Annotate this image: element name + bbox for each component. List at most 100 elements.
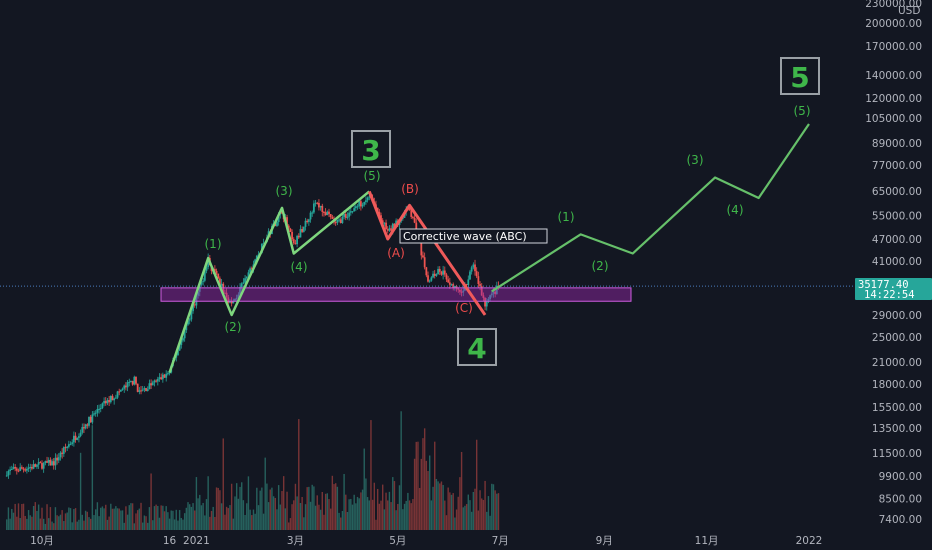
volume-bar	[125, 506, 127, 530]
volume-bar	[368, 500, 370, 530]
volume-bar	[17, 503, 20, 530]
volume-bar	[138, 508, 141, 530]
volume-bar	[157, 505, 159, 530]
candle-body	[329, 213, 332, 218]
volume-bar	[37, 504, 40, 530]
volume-bar	[155, 504, 157, 530]
volume-bar	[229, 505, 231, 530]
price-tick-label: 65000.00	[872, 186, 922, 198]
candle-body	[67, 444, 70, 447]
wave-label-green: (3)	[687, 153, 704, 167]
price-tick-label: 89000.00	[872, 138, 922, 150]
candle-body	[133, 376, 136, 385]
volume-bar	[346, 511, 349, 530]
price-axis[interactable]: USD 230000.00 200000.00 170000.00 140000.00…	[865, 0, 922, 526]
support-zone[interactable]	[160, 287, 632, 302]
volume-bar	[306, 487, 308, 530]
candle-body	[338, 219, 340, 221]
volume-bar	[489, 515, 491, 530]
candle-body	[203, 270, 206, 281]
volume-bar	[204, 515, 206, 530]
volume-bar	[56, 515, 58, 530]
candle-body	[438, 268, 441, 272]
volume-bar	[254, 513, 256, 530]
candle-body	[469, 271, 471, 280]
volume-bar	[225, 506, 228, 530]
candle-body	[193, 304, 196, 306]
volume-bar	[14, 503, 16, 530]
volume-bar	[188, 504, 191, 530]
volume-bar	[299, 503, 302, 530]
candle-body	[240, 283, 243, 288]
candle-body	[474, 264, 476, 272]
volume-bar	[301, 496, 303, 530]
candle-body	[224, 292, 226, 294]
wave-number-box	[457, 328, 497, 366]
candle-body	[103, 401, 105, 404]
volume-bar	[187, 502, 189, 530]
candle-body	[156, 378, 159, 382]
candle-body	[29, 467, 32, 469]
volume-bar	[288, 522, 290, 530]
time-tick-label: 7月	[492, 535, 509, 547]
candle-body	[314, 202, 317, 204]
candle-body	[448, 282, 451, 285]
volume-bar	[172, 510, 174, 530]
candle-body	[309, 212, 312, 220]
candle-body	[455, 286, 458, 289]
candle-body	[296, 235, 299, 245]
candle-body	[302, 226, 305, 232]
volume-bar	[432, 486, 434, 530]
volume-bar	[111, 508, 114, 530]
volume-bar	[319, 509, 322, 530]
volume-bar	[81, 514, 83, 530]
candle-body	[205, 267, 208, 271]
candle-body	[207, 258, 210, 268]
candle-body	[477, 276, 480, 285]
volume-bar	[59, 514, 62, 530]
volume-bar	[69, 508, 72, 530]
candle-body	[108, 400, 111, 403]
volume-bar	[425, 460, 428, 530]
volume-bar	[395, 510, 397, 530]
volume-bar	[235, 483, 238, 530]
candle-body	[42, 463, 45, 469]
volume-bar	[66, 512, 68, 530]
volume-bar	[95, 509, 97, 530]
volume-bar	[449, 492, 451, 530]
volume-bar	[182, 519, 184, 530]
time-axis[interactable]: 10月 16 2021 3月 5月 7月 9月 11月 2022	[30, 535, 822, 547]
candle-body	[324, 212, 327, 216]
price-tick-label: 77000.00	[872, 160, 922, 172]
candle-body	[119, 389, 122, 392]
volume-bar	[365, 478, 367, 530]
volume-bar	[366, 497, 369, 530]
candle-body	[57, 457, 60, 461]
candle-body	[433, 273, 436, 276]
candle-body	[141, 389, 144, 391]
volume-bar	[428, 455, 431, 530]
candle-body	[343, 214, 346, 217]
candle-body	[109, 395, 112, 403]
candle-body	[99, 408, 102, 410]
candle-body	[89, 416, 92, 423]
volume-bar	[467, 494, 469, 530]
candle-body	[227, 297, 230, 303]
candle-body	[388, 228, 391, 231]
time-tick-label: 3月	[287, 535, 304, 547]
candle-body	[349, 211, 352, 213]
volume-bar	[115, 506, 117, 530]
price-tick-label: 120000.00	[865, 93, 922, 105]
volume-bar	[402, 509, 404, 530]
volume-bar	[222, 438, 224, 530]
candle-body	[318, 202, 320, 208]
price-tick-label: 25000.00	[872, 332, 922, 344]
wave-label-green: (1)	[558, 210, 575, 224]
candle-body	[234, 298, 236, 301]
volume-bar	[121, 510, 124, 530]
volume-bar	[26, 518, 28, 530]
candle-body	[27, 467, 30, 469]
volume-bar	[309, 501, 312, 530]
